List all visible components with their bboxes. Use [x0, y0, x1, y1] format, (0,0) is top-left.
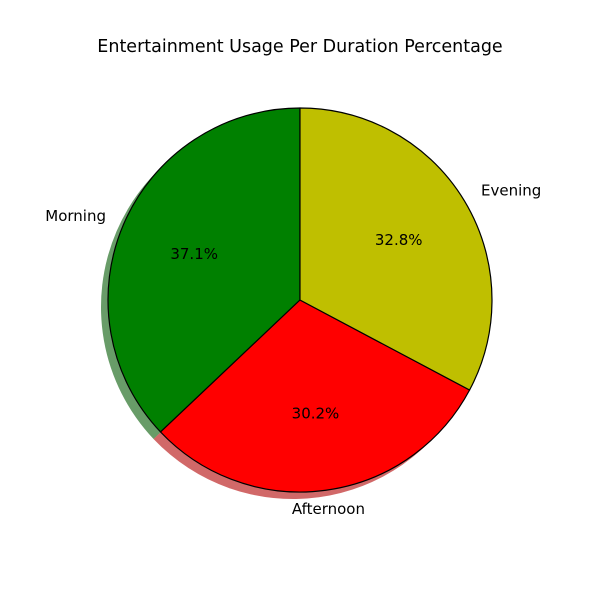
slice-pct-label-afternoon: 30.2% [292, 405, 340, 423]
slice-pct-label-morning: 37.1% [170, 245, 218, 263]
pie-slices [107, 107, 493, 493]
slice-evening [299, 107, 493, 391]
slice-label-afternoon: Afternoon [292, 500, 365, 518]
pie-labels: Morning 37.1% Afternoon 30.2% Evening 32.8% [45, 182, 541, 518]
slice-pct-label-evening: 32.8% [375, 231, 423, 249]
slice-label-evening: Evening [481, 182, 541, 200]
slice-afternoon [159, 299, 471, 493]
slice-morning [107, 107, 301, 433]
slice-label-morning: Morning [45, 207, 106, 225]
chart-title: Entertainment Usage Per Duration Percent… [97, 37, 502, 57]
